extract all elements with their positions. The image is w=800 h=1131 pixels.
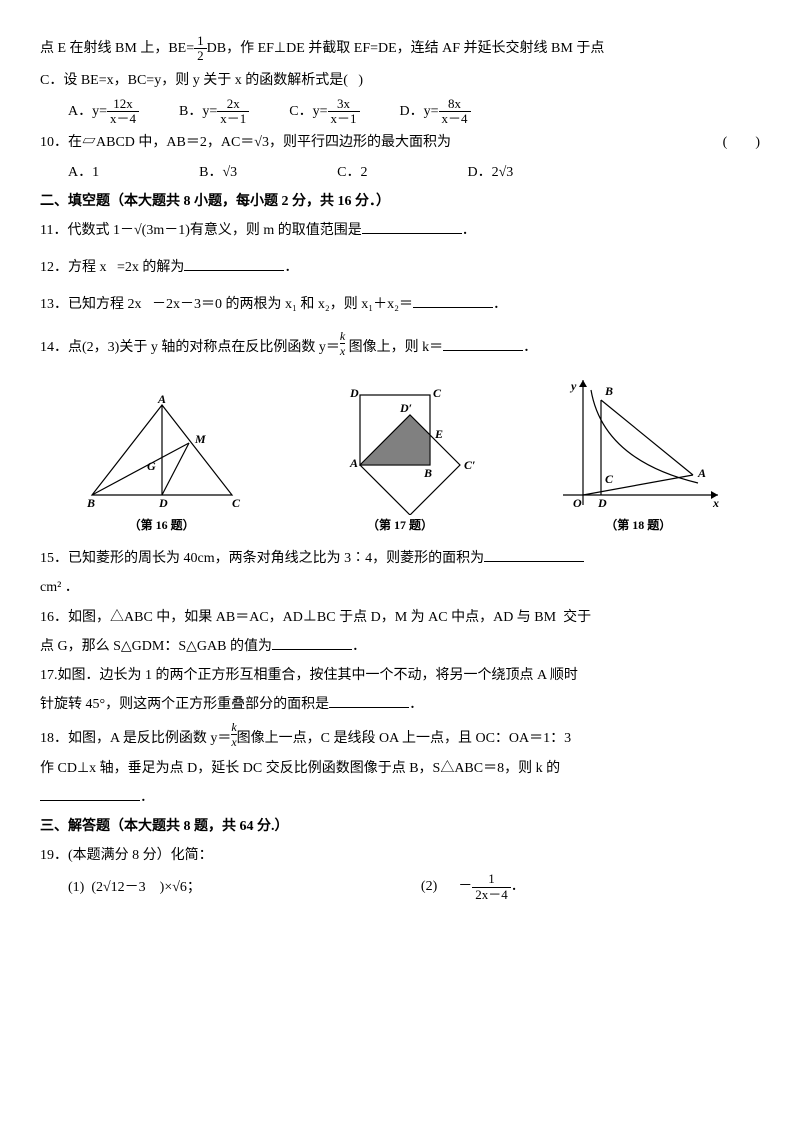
- q9-options: A．y=12xx－4 B．y=2xx－1 C．y=3xx－1 D．y=8xx－4: [68, 97, 760, 127]
- q16-l1: 16．如图，△ABC 中，如果 AB＝AC，AD⊥BC 于点 D，M 为 AC …: [40, 605, 760, 630]
- q13-blank[interactable]: [413, 293, 493, 308]
- q10-optB: B．√3: [199, 160, 237, 185]
- q17-l2: 针旋转 45°，则这两个正方形重叠部分的面积是．: [40, 692, 760, 717]
- fig17: A B C D D′ C′ B′ E （第 17 题）: [320, 375, 480, 537]
- q12: 12．方程 x =2x 的解为．: [40, 255, 760, 280]
- q14-blank[interactable]: [443, 336, 523, 351]
- q16-l2: 点 G，那么 S△GDM：S△GAB 的值为．: [40, 634, 760, 659]
- fig18-svg: B A C D O x y: [553, 375, 723, 515]
- fig16: A B C D G M （第 16 题）: [77, 395, 247, 537]
- q9-optB: B．y=2xx－1: [179, 97, 249, 127]
- q17-blank[interactable]: [329, 693, 409, 708]
- svg-text:A: A: [697, 466, 706, 480]
- svg-text:x: x: [712, 496, 719, 510]
- svg-text:D: D: [158, 496, 168, 510]
- svg-text:O: O: [573, 496, 582, 510]
- q16-blank[interactable]: [272, 635, 352, 650]
- q10-optC: C．2: [337, 160, 367, 185]
- q19-p1: (1) (2√12－3 )×√6；: [68, 875, 201, 900]
- q19-parts: (1) (2√12－3 )×√6； (2) －12x－4．: [68, 872, 760, 902]
- q9-optD: D．y=8xx－4: [400, 97, 471, 127]
- q15-blank[interactable]: [484, 547, 584, 562]
- q9-frac: 12: [194, 34, 207, 64]
- q19-p2: (2) －12x－4．: [421, 872, 525, 902]
- q10-options: A．1 B．√3 C．2 D．2√3: [68, 160, 760, 185]
- q17-l1: 17.如图．边长为 1 的两个正方形互相重合，按住其中一个不动，将另一个绕顶点 …: [40, 663, 760, 688]
- svg-text:G: G: [147, 459, 156, 473]
- figures-row: A B C D G M （第 16 题） A B C D D′ C′ B′ E …: [40, 375, 760, 537]
- fig17-caption: （第 17 题）: [320, 515, 480, 537]
- svg-text:A: A: [349, 456, 358, 470]
- q18-l3: ．: [40, 785, 760, 810]
- q12-blank[interactable]: [184, 256, 284, 271]
- svg-text:C′: C′: [464, 458, 475, 472]
- q9-optA: A．y=12xx－4: [68, 97, 139, 127]
- q9-line1: 点 E 在射线 BM 上，BE=12DB，作 EF⊥DE 并截取 EF=DE，连…: [40, 34, 760, 64]
- q10-paren: ( ): [723, 130, 760, 155]
- q9-post: DB，作 EF⊥DE 并截取 EF=DE，连结 AF 并延长交射线 BM 于点: [207, 41, 605, 56]
- svg-text:C: C: [232, 496, 241, 510]
- q13: 13．已知方程 2x －2x－3＝0 的两根为 x₁ 和 x₂，则 x₁＋x₂＝…: [40, 292, 760, 317]
- fig18-caption: （第 18 题）: [553, 515, 723, 537]
- section2-header: 二、填空题（本大题共 8 小题，每小题 2 分，共 16 分．）: [40, 189, 760, 214]
- q18-l1: 18．如图，A 是反比例函数 y＝kx图像上一点，C 是线段 OA 上一点，且 …: [40, 721, 760, 751]
- svg-text:M: M: [194, 432, 206, 446]
- svg-text:E: E: [434, 427, 443, 441]
- fig18: B A C D O x y （第 18 题）: [553, 375, 723, 537]
- fig16-caption: （第 16 题）: [77, 515, 247, 537]
- q18-blank[interactable]: [40, 786, 140, 801]
- q15: 15．已知菱形的周长为 40cm，两条对角线之比为 3∶4，则菱形的面积为: [40, 546, 760, 571]
- svg-text:B: B: [423, 466, 432, 480]
- q10-optA: A．1: [68, 160, 99, 185]
- svg-text:B: B: [604, 384, 613, 398]
- section3-header: 三、解答题（本大题共 8 题，共 64 分.）: [40, 814, 760, 839]
- fig16-svg: A B C D G M: [77, 395, 247, 515]
- q9-pre: 点 E 在射线 BM 上，BE=: [40, 41, 194, 56]
- svg-text:C: C: [605, 472, 614, 486]
- q9-line2: C．设 BE=x，BC=y，则 y 关于 x 的函数解析式是( ): [40, 68, 760, 93]
- q10-optD: D．2√3: [468, 160, 514, 185]
- q11: 11．代数式 1－√(3m－1)有意义，则 m 的取值范围是．: [40, 218, 760, 243]
- q19-head: 19．(本题满分 8 分）化简：: [40, 843, 760, 868]
- fig17-svg: A B C D D′ C′ B′ E: [320, 375, 480, 515]
- q11-blank[interactable]: [362, 219, 462, 234]
- svg-text:D: D: [597, 496, 607, 510]
- svg-text:B: B: [86, 496, 95, 510]
- svg-text:C: C: [433, 386, 442, 400]
- svg-text:D: D: [349, 386, 359, 400]
- q9-optC: C．y=3xx－1: [289, 97, 359, 127]
- svg-text:D′: D′: [399, 401, 412, 415]
- svg-text:A: A: [157, 395, 166, 406]
- q18-l2: 作 CD⊥x 轴，垂足为点 D，延长 DC 交反比例函数图像于点 B，S△ABC…: [40, 756, 760, 781]
- q15-unit: cm² ．: [40, 575, 760, 600]
- q10-stem: 10．在▱ABCD 中，AB＝2，AC＝√3，则平行四边形的最大面积为 ( ): [40, 130, 760, 155]
- q14: 14．点(2，3)关于 y 轴的对称点在反比例函数 y＝kx 图像上，则 k＝．: [40, 330, 760, 360]
- svg-text:y: y: [569, 379, 577, 393]
